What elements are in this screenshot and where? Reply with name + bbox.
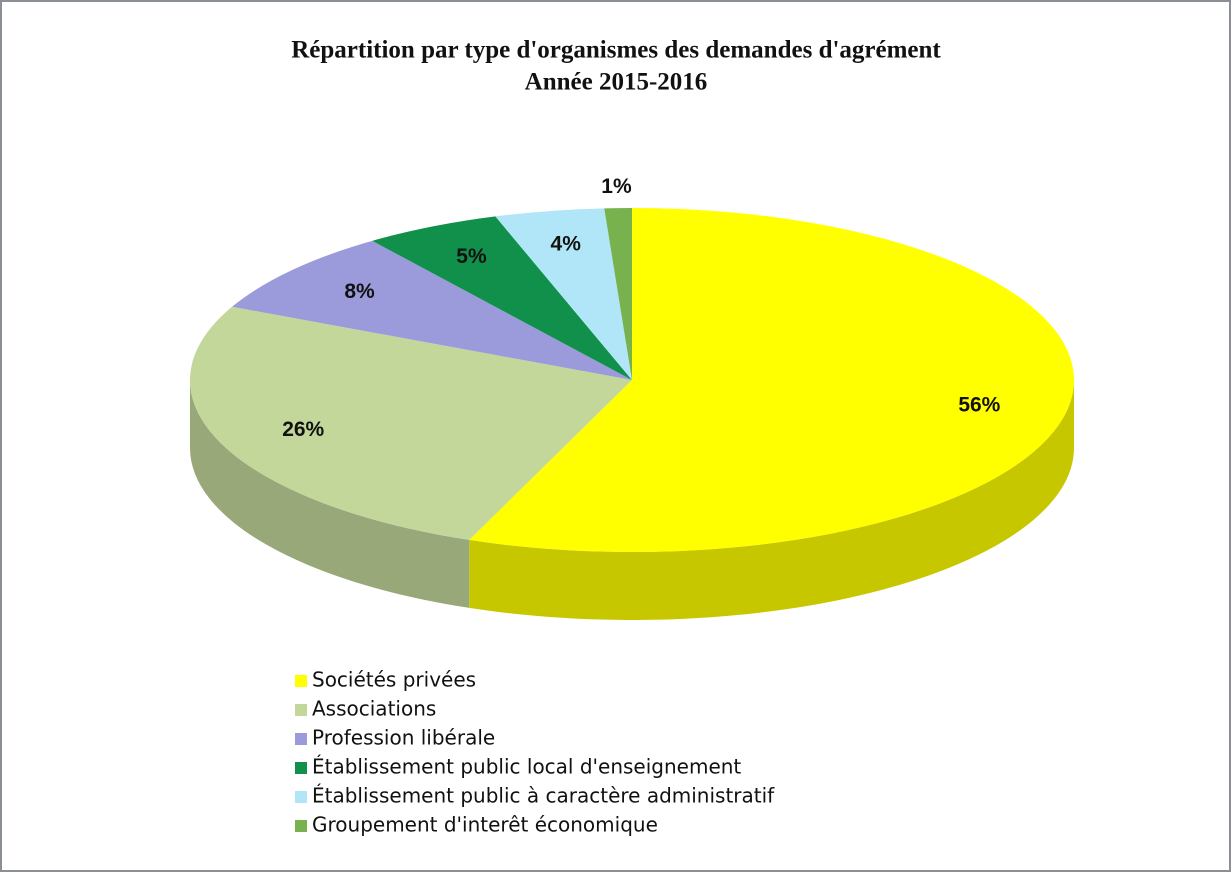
slice [604, 208, 632, 380]
data-label: 8% [344, 280, 375, 303]
data-label: 56% [958, 393, 1000, 416]
legend-label: Profession libérale [312, 726, 495, 750]
legend-swatch [295, 791, 307, 803]
legend-label: Établissement public à caractère adminis… [312, 784, 775, 808]
legend-swatch [295, 820, 307, 832]
legend-swatch [295, 733, 307, 745]
legend-swatch [295, 704, 307, 716]
slice [190, 306, 633, 540]
chart-subtitle: Année 2015-2016 [525, 69, 708, 96]
chart-title: Répartition par type d'organismes des de… [291, 37, 941, 64]
slice [495, 208, 632, 380]
legend-swatch [295, 762, 307, 774]
slice-side [469, 380, 1075, 620]
slice [469, 208, 1074, 552]
data-label: 4% [551, 232, 582, 255]
legend-swatch [295, 675, 307, 687]
data-label: 1% [601, 175, 632, 198]
data-label: 26% [282, 418, 324, 441]
legend-label: Sociétés privées [312, 668, 476, 692]
slice-side [190, 380, 470, 608]
data-label: 5% [456, 245, 487, 268]
slice [232, 240, 632, 380]
legend-label: Établissement public local d'enseignemen… [312, 755, 741, 779]
legend-label: Associations [312, 697, 436, 721]
slice [372, 216, 632, 380]
legend-label: Groupement d'interêt économique [312, 813, 658, 837]
